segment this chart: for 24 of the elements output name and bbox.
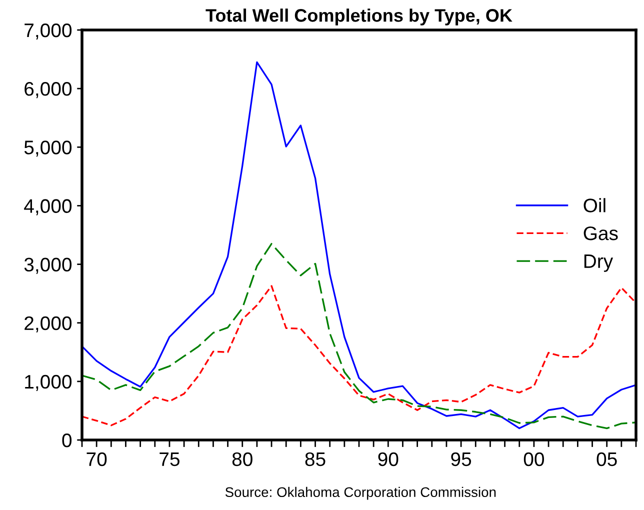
y-tick-label: 4,000 (24, 199, 72, 216)
y-tick-label: 0 (62, 433, 72, 448)
x-tick-label: 05 (596, 452, 617, 466)
y-tick-label: 1,000 (25, 374, 72, 391)
x-tick-label: 95 (451, 452, 472, 466)
chart-title: Total Well Completions by Type, OK (206, 8, 512, 26)
x-tick-label: 90 (378, 452, 398, 466)
y-tick-label: 7,000 (24, 23, 72, 40)
y-tick-label: 2,000 (24, 316, 72, 332)
legend-label: Gas (584, 226, 618, 240)
y-tick-label: 6,000 (24, 82, 72, 98)
y-tick-label: 5,000 (24, 140, 72, 157)
line-series (82, 242, 636, 430)
legend-label: Dry (584, 254, 614, 272)
x-tick-label: 70 (86, 452, 107, 466)
x-tick-label: 80 (232, 452, 252, 466)
y-tick-label: 3,000 (24, 258, 72, 274)
legend-label: Oil (584, 198, 606, 212)
x-tick-label: 75 (160, 452, 180, 466)
x-tick-label: 85 (305, 452, 326, 466)
x-tick-label: 00 (524, 452, 544, 466)
line-series (82, 285, 636, 426)
line-series (82, 61, 636, 430)
source-note: Source: Oklahoma Corporation Commission (225, 486, 496, 500)
